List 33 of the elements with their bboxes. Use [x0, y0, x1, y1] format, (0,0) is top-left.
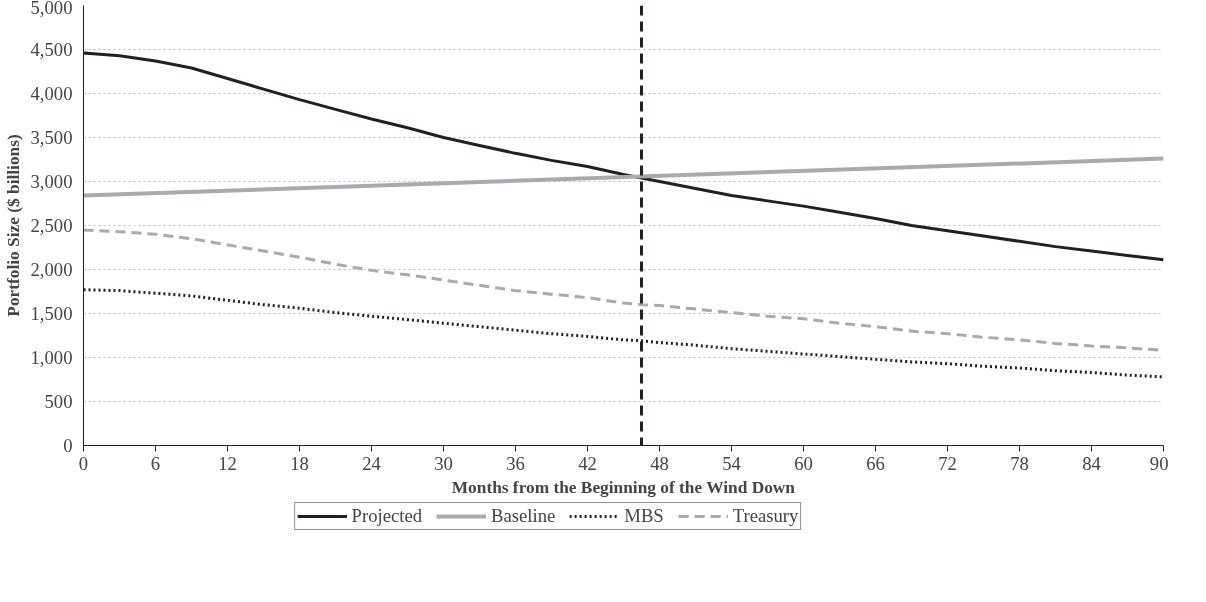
x-tick-label: 48 [650, 452, 669, 474]
y-tick-label: 500 [44, 391, 73, 412]
y-tick-label: 4,000 [30, 83, 73, 104]
y-tick-label: 1,500 [30, 303, 73, 324]
y-tick-label: 2,500 [30, 215, 73, 236]
y-tick-label: 2,000 [30, 259, 73, 280]
legend-label: Projected [351, 505, 423, 527]
x-tick-label: 66 [866, 452, 885, 474]
x-tick-label: 54 [722, 452, 742, 474]
y-tick-label: 4,500 [30, 39, 73, 60]
y-axis-title: Portfolio Size ($ billions) [3, 134, 23, 317]
x-tick-label: 18 [290, 452, 309, 474]
y-tick-label: 5,000 [30, 0, 73, 18]
y-tick-label: 1,000 [30, 347, 73, 368]
x-tick-label: 78 [1010, 452, 1029, 474]
x-tick-label: 90 [1149, 452, 1169, 474]
x-axis-title: Months from the Beginning of the Wind Down [451, 477, 796, 497]
y-tick-label: 3,500 [30, 127, 73, 148]
x-tick-label: 42 [578, 452, 597, 474]
legend-label: Treasury [732, 505, 799, 527]
y-tick-label: 0 [63, 435, 73, 456]
legend-label: Baseline [491, 505, 556, 527]
x-tick-label: 36 [506, 452, 525, 474]
x-tick-label: 84 [1082, 452, 1102, 474]
x-tick-label: 72 [938, 452, 957, 474]
x-tick-label: 60 [794, 452, 813, 474]
x-tick-label: 0 [78, 452, 89, 474]
x-tick-label: 12 [218, 452, 237, 474]
x-tick-label: 24 [362, 452, 382, 474]
y-tick-label: 3,000 [30, 171, 73, 192]
x-tick-label: 6 [150, 452, 161, 474]
x-tick-label: 30 [434, 452, 453, 474]
legend-label: MBS [624, 505, 664, 527]
